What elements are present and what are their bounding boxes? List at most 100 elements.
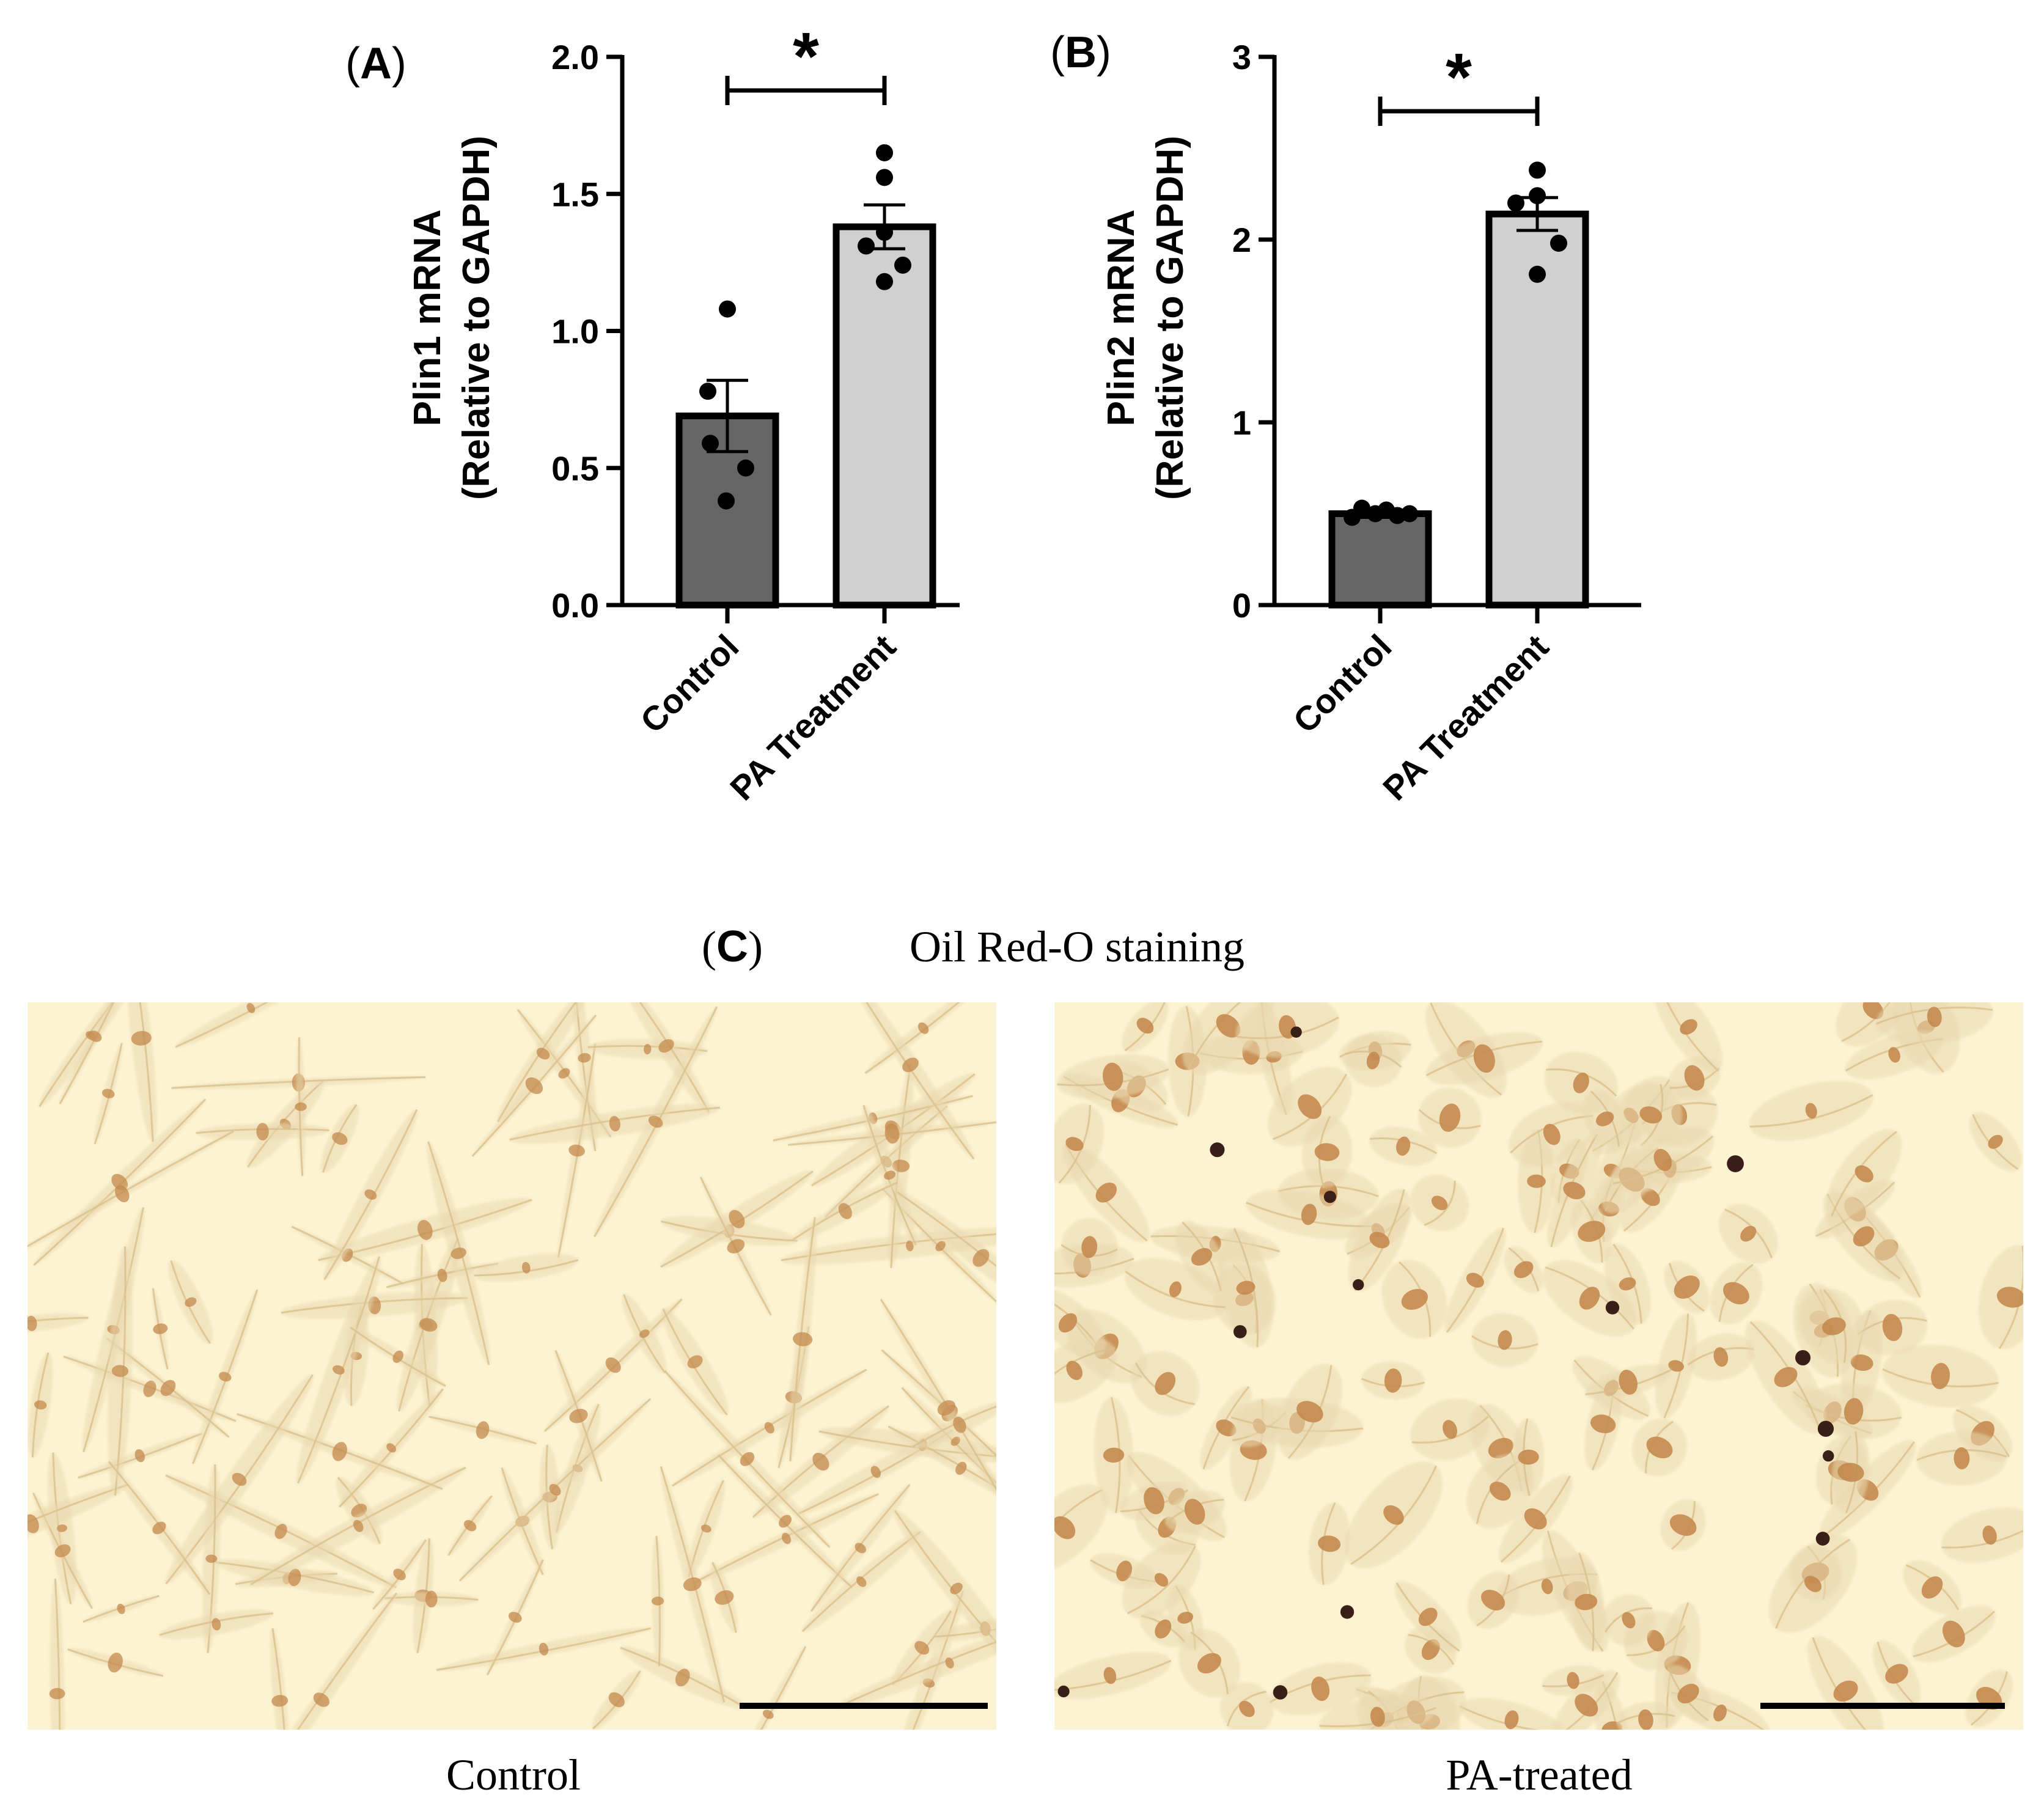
a-data-point [699,383,716,400]
cell-nucleus [648,1115,663,1128]
cell-nucleus [1668,1360,1684,1372]
cell-nucleus [1622,1612,1636,1629]
cell-nucleus [793,1332,813,1346]
cell-nucleus [271,1695,289,1707]
panel-a-bars [675,203,936,609]
cell-nucleus [729,1210,745,1228]
cell-nucleus [1103,1447,1125,1463]
lipid-droplet [1605,1301,1620,1315]
cell-nucleus [740,1452,755,1466]
b-category-label-0: Control [1285,627,1399,740]
cell-nucleus [1136,1018,1154,1034]
cell-nucleus [539,1642,549,1656]
cell-nucleus [1144,1487,1164,1515]
cell-nucleus [870,1466,881,1478]
cell-nucleus [1383,1505,1404,1525]
cell-nucleus [855,1543,866,1554]
cell-nucleus [205,1554,218,1563]
cell-nucleus [54,1544,71,1557]
cell-nucleus [892,1159,910,1172]
cell-nucleus [1439,1103,1461,1132]
a-y-tick-label: 1.5 [551,175,599,213]
cell-nucleus [955,1461,967,1475]
lipid-droplet [1817,1420,1834,1437]
a-y-tick-label: 1.0 [551,312,599,351]
cell-nucleus [114,1185,130,1203]
panel-a-y-axis-title: Plin1 mRNA (Relative to GAPDH) [406,136,498,500]
cell-nucleus [1081,1236,1098,1258]
cell-nucleus [1370,1706,1385,1727]
cell-nucleus [727,1239,745,1254]
cell-nucleus [437,1268,447,1282]
b-bar-0 [1328,510,1432,609]
caption-pa-treated: PA-treated [1446,1750,1632,1799]
b-category-label-1: PA Treatment [1375,627,1556,807]
cell-nucleus [1996,1287,2023,1308]
cell-nucleus [246,1003,256,1013]
a-data-point [876,144,893,161]
panel-b-y-axis-title: Plin2 mRNA (Relative to GAPDH) [1100,136,1191,500]
a-significance-star: * [793,19,819,94]
panel-a-letter: (A) [345,39,406,88]
lipid-droplet [1727,1155,1744,1172]
b-data-point [1529,161,1546,179]
cell-nucleus [950,1582,963,1595]
cell-nucleus [1216,1014,1241,1038]
cell-nucleus [902,1057,919,1073]
cell-nucleus [1197,1653,1221,1674]
cell-nucleus [28,1514,39,1533]
lipid-droplet [1822,1450,1834,1462]
cell-nucleus [1954,1447,1970,1470]
cell-nucleus [1677,1683,1699,1704]
cell-nucleus [295,1102,307,1111]
cell-nucleus [884,1123,900,1144]
cell-nucleus [856,1576,867,1587]
panel-b-points [1344,161,1567,526]
cell-nucleus [906,1240,914,1252]
lipid-droplet [1340,1605,1355,1619]
cell-nucleus [687,1355,703,1368]
caption-control: Control [446,1750,581,1799]
cell-nucleus [1722,1282,1749,1305]
cell-nucleus [1301,1203,1317,1225]
b-y-tick-label: 3 [1232,38,1251,76]
cell-nucleus [1853,1226,1875,1247]
cell-nucleus [56,1524,68,1532]
a-data-point [876,169,893,186]
cell-nucleus [1513,1261,1534,1279]
cell-nucleus [1601,1721,1622,1730]
cell-nucleus [609,1115,620,1132]
cell-nucleus [417,1219,433,1240]
cell-nucleus [764,1422,774,1434]
cell-nucleus [1740,1225,1757,1242]
a-data-point [876,273,893,290]
cell-nucleus [1116,1560,1133,1582]
cell-nucleus [1466,1272,1484,1288]
cell-nucleus [675,1669,690,1687]
cell-nucleus [386,1443,397,1453]
cell-nucleus [1191,1248,1213,1266]
cell-nucleus [131,1030,152,1046]
panel-b-bars [1328,196,1589,609]
a-data-point [702,435,719,452]
cell-nucleus [1541,1579,1553,1595]
cell-nucleus [1314,1143,1340,1161]
b-significance-star: * [1446,40,1472,115]
cell-nucleus [232,1472,247,1486]
cell-nucleus [1885,1664,1908,1684]
cell-nucleus [256,1123,269,1140]
cell-nucleus [364,1189,377,1200]
cell-nucleus [1524,1508,1547,1530]
cell-nucleus [1927,1007,1942,1027]
cell-nucleus [568,1144,585,1157]
a-data-point [719,300,736,318]
cell-nucleus [1366,1051,1380,1070]
cell-nucleus [605,1357,621,1373]
micrograph-control-cells [28,1002,996,1730]
lipid-droplet [1273,1685,1288,1700]
b-data-point [1367,505,1384,523]
cell-nucleus [525,1077,543,1095]
cell-nucleus [700,1524,711,1533]
